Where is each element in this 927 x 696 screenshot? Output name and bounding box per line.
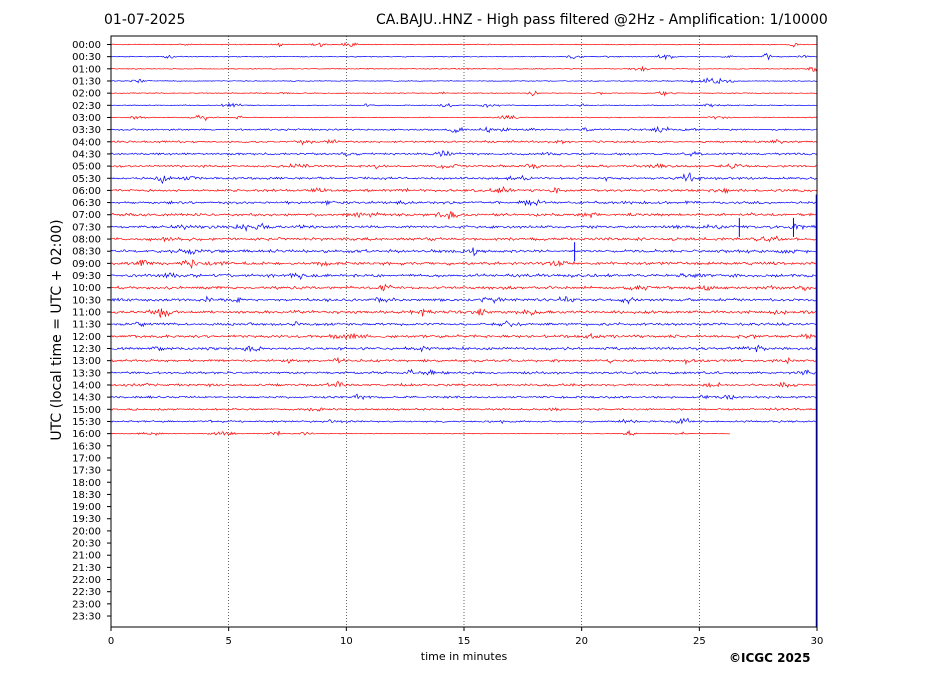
trace-03:00 xyxy=(110,114,818,122)
y-tick-label-19: 09:30 xyxy=(72,271,101,282)
y-tick-label-11: 05:30 xyxy=(72,174,101,185)
y-tick-label-34: 17:00 xyxy=(72,453,101,464)
trace-07:00 xyxy=(110,211,818,220)
trace-05:00 xyxy=(110,162,818,170)
y-tick-label-18: 09:00 xyxy=(72,259,101,270)
y-tick-label-42: 21:00 xyxy=(72,551,101,562)
y-tick-label-21: 10:30 xyxy=(72,295,101,306)
trace-00:00 xyxy=(110,42,818,48)
y-tick-label-20: 10:00 xyxy=(72,283,101,294)
y-tick-label-29: 14:30 xyxy=(72,393,101,404)
x-tick-label-2: 10 xyxy=(340,636,353,647)
y-tick-label-13: 06:30 xyxy=(72,198,101,209)
y-tick-label-15: 07:30 xyxy=(72,222,101,233)
trace-15:30 xyxy=(110,417,818,425)
date-label: 01-07-2025 xyxy=(104,12,186,28)
y-tick-label-45: 22:30 xyxy=(72,587,101,598)
x-tick-label-6: 30 xyxy=(811,636,824,647)
x-tick-label-0: 0 xyxy=(108,636,114,647)
trace-00:30 xyxy=(110,52,818,61)
x-tick-label-1: 5 xyxy=(225,636,231,647)
trace-09:30 xyxy=(110,272,818,281)
trace-08:30 xyxy=(110,247,818,257)
trace-10:00 xyxy=(110,283,818,292)
y-tick-label-7: 03:30 xyxy=(72,125,101,136)
trace-11:30 xyxy=(110,320,818,328)
trace-06:30 xyxy=(110,199,818,207)
seismic-traces xyxy=(110,42,818,627)
vertical-grid xyxy=(228,36,700,627)
trace-10:30 xyxy=(110,295,818,305)
y-tick-label-24: 12:00 xyxy=(72,332,101,343)
y-tick-label-6: 03:00 xyxy=(72,113,101,124)
y-tick-label-2: 01:00 xyxy=(72,64,101,75)
trace-04:30 xyxy=(110,150,818,157)
x-tick-label-3: 15 xyxy=(458,636,471,647)
trace-16:00 xyxy=(110,429,730,437)
x-axis-label: time in minutes xyxy=(420,650,508,663)
trace-03:30 xyxy=(110,125,818,134)
y-tick-label-32: 16:00 xyxy=(72,429,101,440)
y-tick-label-40: 20:00 xyxy=(72,526,101,537)
trace-08:00 xyxy=(110,235,818,243)
trace-04:00 xyxy=(110,138,818,146)
y-tick-label-44: 22:00 xyxy=(72,575,101,586)
trace-01:30 xyxy=(110,77,818,85)
x-tick-label-5: 25 xyxy=(693,636,706,647)
trace-14:30 xyxy=(110,393,818,401)
y-tick-label-46: 23:00 xyxy=(72,599,101,610)
trace-12:30 xyxy=(110,344,818,353)
trace-13:00 xyxy=(110,356,818,366)
y-tick-label-12: 06:00 xyxy=(72,186,101,197)
trace-06:00 xyxy=(110,185,818,195)
y-tick-label-16: 08:00 xyxy=(72,235,101,246)
y-tick-label-35: 17:30 xyxy=(72,466,101,477)
y-tick-label-9: 04:30 xyxy=(72,149,101,160)
trace-05:30 xyxy=(110,172,818,185)
trace-12:00 xyxy=(110,332,818,340)
trace-02:30 xyxy=(110,102,818,109)
y-tick-label-22: 11:00 xyxy=(72,308,101,319)
y-tick-label-1: 00:30 xyxy=(72,52,101,63)
y-tick-label-31: 15:30 xyxy=(72,417,101,428)
copyright-credit: ©ICGC 2025 xyxy=(729,651,811,665)
y-tick-label-36: 18:00 xyxy=(72,478,101,489)
y-tick-label-14: 07:00 xyxy=(72,210,101,221)
trace-02:00 xyxy=(110,90,818,97)
y-tick-label-47: 23:30 xyxy=(72,612,101,623)
y-tick-label-28: 14:00 xyxy=(72,380,101,391)
trace-13:30 xyxy=(110,368,818,376)
y-tick-label-0: 00:00 xyxy=(72,40,101,51)
y-tick-label-10: 05:00 xyxy=(72,162,101,173)
trace-07:30 xyxy=(110,222,818,233)
y-tick-label-17: 08:30 xyxy=(72,247,101,258)
trace-01:00 xyxy=(110,65,818,72)
y-tick-label-3: 01:30 xyxy=(72,76,101,87)
y-tick-label-37: 18:30 xyxy=(72,490,101,501)
trace-15:00 xyxy=(110,407,818,412)
y-tick-label-25: 12:30 xyxy=(72,344,101,355)
y-tick-label-38: 19:00 xyxy=(72,502,101,513)
trace-14:00 xyxy=(110,380,818,389)
y-tick-label-8: 04:00 xyxy=(72,137,101,148)
trace-09:00 xyxy=(110,259,818,270)
y-tick-label-39: 19:30 xyxy=(72,514,101,525)
x-tick-label-4: 20 xyxy=(575,636,588,647)
x-axis-ticks: 0 5 10 15 20 25 30 xyxy=(108,627,824,647)
y-tick-label-30: 15:00 xyxy=(72,405,101,416)
y-tick-label-23: 11:30 xyxy=(72,320,101,331)
trace-11:00 xyxy=(110,308,818,318)
chart-title: CA.BAJU..HNZ - High pass filtered @2Hz -… xyxy=(376,12,828,28)
y-tick-label-33: 16:30 xyxy=(72,441,101,452)
y-tick-label-5: 02:30 xyxy=(72,101,101,112)
y-tick-label-43: 21:30 xyxy=(72,563,101,574)
y-tick-label-4: 02:00 xyxy=(72,89,101,100)
y-tick-label-27: 13:30 xyxy=(72,368,101,379)
plot-frame xyxy=(110,35,818,628)
y-tick-label-26: 13:00 xyxy=(72,356,101,367)
y-tick-label-41: 20:30 xyxy=(72,539,101,550)
